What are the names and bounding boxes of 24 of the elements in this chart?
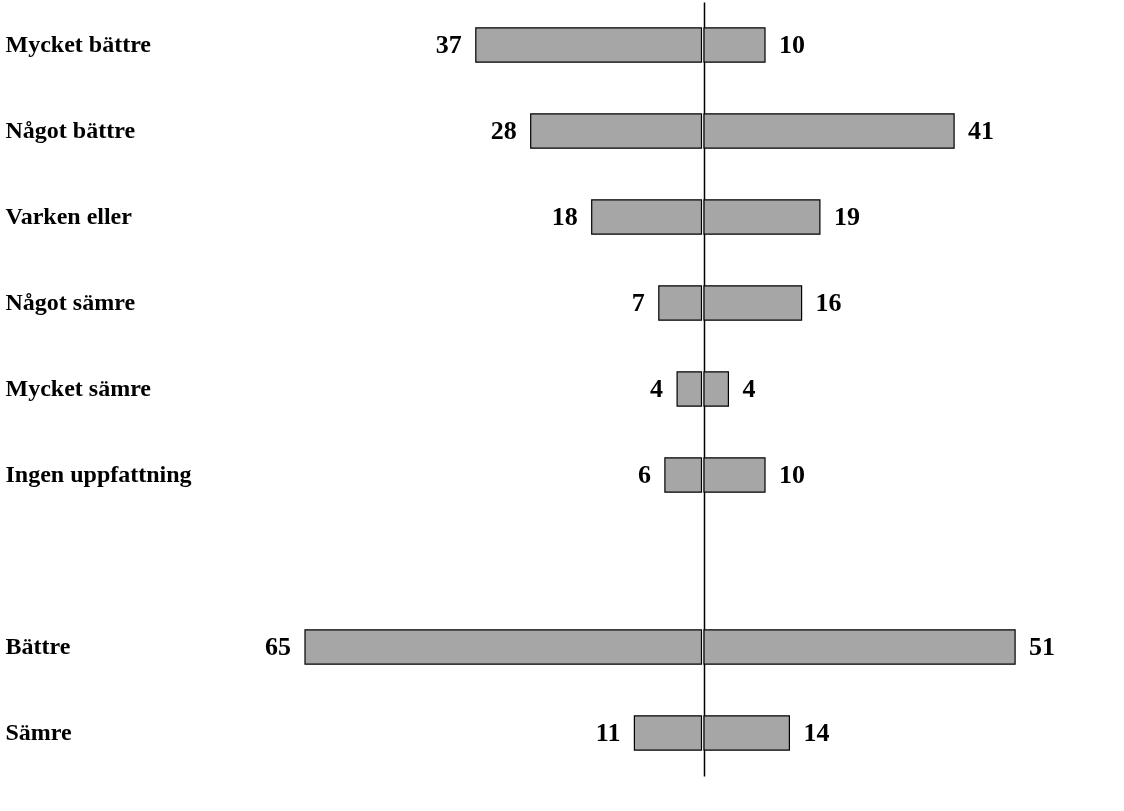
data-label: 19: [833, 202, 860, 231]
data-label: 41: [967, 116, 994, 145]
y-tick-label: Mycket sämre: [5, 375, 152, 401]
y-tick-label: Bättre: [5, 633, 71, 659]
data-label: 10: [778, 460, 805, 489]
data-label: 10: [778, 30, 805, 60]
data-label: 18: [551, 202, 578, 231]
y-tick-label: Mycket bättre: [5, 31, 152, 57]
data-label: 4: [741, 374, 755, 403]
y-tick-label: Ingen uppfattning: [5, 461, 192, 487]
y-tick-label: Något sämre: [5, 289, 136, 315]
data-label: 28: [490, 116, 517, 145]
y-tick-label: Sämre: [5, 719, 73, 745]
data-label: 14: [802, 717, 829, 747]
y-tick-label: Varken eller: [5, 203, 133, 229]
data-label: 6: [637, 460, 651, 489]
data-label: 16: [815, 288, 842, 317]
y-tick-label: Något bättre: [5, 117, 136, 143]
data-label: 4: [650, 374, 664, 403]
data-label: 65: [265, 632, 291, 661]
data-label: 51: [1028, 632, 1055, 661]
data-label: 37: [435, 30, 462, 59]
data-label: 7: [631, 288, 645, 317]
data-label: 11: [595, 718, 621, 747]
